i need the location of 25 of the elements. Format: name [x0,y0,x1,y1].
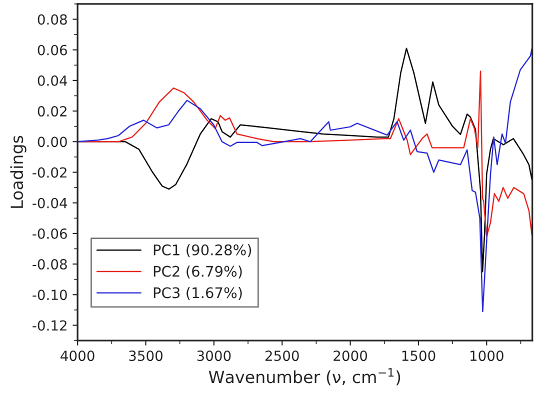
y-tick-label: 0.00 [38,136,67,148]
x-tick-label: 1000 [470,350,504,362]
x-tick-label: 1500 [402,350,436,362]
legend-label: PC2 (6.79%) [154,266,242,279]
x-tick-label: 3000 [197,350,231,362]
y-axis-title: Loadings [10,136,26,208]
legend-label: PC3 (1.67%) [154,286,242,300]
y-tick-label: -0.04 [32,198,68,208]
line-series [78,46,532,312]
x-tick-label: 3500 [129,350,163,362]
y-tick-label: -0.06 [32,228,67,239]
x-tick-label: 2500 [265,350,299,362]
y-tick-label: 0.02 [38,106,66,117]
y-tick-label: -0.10 [32,290,67,300]
x-tick-label: 2000 [334,350,368,362]
y-tick-label: -0.12 [32,320,66,331]
x-axis-title: Wavenumber (ν, cm$^{−1}$) [208,368,400,386]
x-tick-label: 4000 [60,350,94,362]
legend-label: PC1 (90.28%) [154,244,252,258]
y-tick-label: -0.02 [32,167,66,178]
y-tick-label: 0.06 [38,44,67,56]
line-series [78,70,532,239]
y-tick-label: 0.08 [38,14,67,25]
y-tick-label: -0.08 [32,259,67,270]
y-tick-label: 0.04 [38,75,68,86]
